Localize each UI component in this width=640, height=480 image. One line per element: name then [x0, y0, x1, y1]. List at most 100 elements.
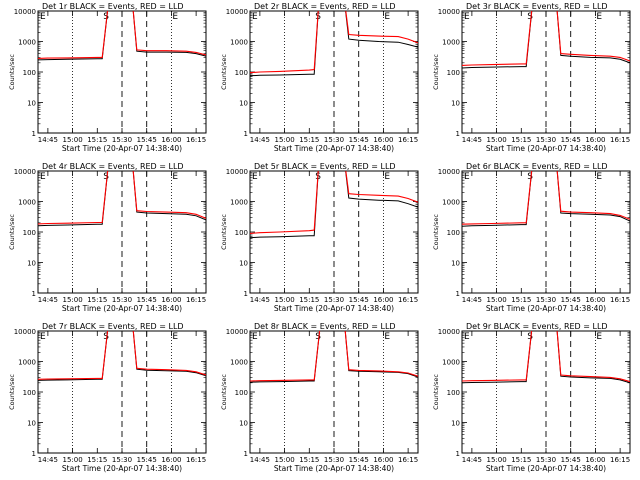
y-tick-label: 1000	[442, 359, 460, 367]
x-axis-label: Start Time (20-Apr-07 14:38:40)	[486, 304, 606, 313]
x-axis-label: Start Time (20-Apr-07 14:38:40)	[274, 144, 394, 153]
y-tick-label: 100	[23, 69, 36, 77]
x-tick-label: 15:30	[112, 136, 132, 144]
phase-marker: E	[40, 12, 46, 22]
y-tick-label: 1000	[230, 359, 248, 367]
x-tick-label: 15:45	[137, 456, 157, 464]
x-tick-label: 16:15	[398, 456, 418, 464]
detector-panel-4: Det 4r BLACK = Events, RED = LLD 1 10 100 10…	[8, 162, 207, 313]
y-tick-label: 10	[239, 100, 248, 108]
x-tick-label: 15:00	[486, 136, 506, 144]
detector-panel-2: Det 2r BLACK = Events, RED = LLD 1 10 100 10…	[220, 2, 419, 153]
y-tick-label: 10000	[14, 328, 36, 336]
phase-marker: S	[527, 172, 533, 182]
y-tick-label: 10000	[438, 328, 460, 336]
y-tick-label: 100	[235, 389, 248, 397]
x-tick-label: 15:15	[87, 296, 107, 304]
y-tick-label: 1	[456, 290, 460, 298]
lld-series-line	[250, 11, 418, 74]
y-tick-label: 10000	[226, 328, 248, 336]
lld-series-line	[462, 331, 630, 383]
x-tick-label: 14:45	[250, 296, 270, 304]
events-series-line	[462, 11, 630, 69]
y-axis-label: Counts/sec	[220, 54, 228, 90]
x-tick-label: 16:00	[161, 456, 181, 464]
x-tick-label: 15:00	[274, 456, 294, 464]
y-tick-label: 1	[32, 450, 36, 458]
phase-marker: S	[103, 172, 109, 182]
phase-marker: E	[464, 12, 470, 22]
x-tick-label: 15:45	[137, 296, 157, 304]
x-tick-label: 16:00	[585, 296, 605, 304]
panel-title: Det 5r BLACK = Events, RED = LLD	[254, 162, 396, 171]
phase-marker: S	[315, 332, 321, 342]
x-tick-label: 16:00	[585, 136, 605, 144]
phase-marker: S	[103, 12, 109, 22]
phase-marker: E	[172, 12, 178, 22]
x-tick-label: 14:45	[38, 456, 58, 464]
events-series-line	[38, 171, 206, 227]
x-tick-label: 15:15	[299, 296, 319, 304]
y-tick-label: 1	[456, 130, 460, 138]
events-series-line	[250, 11, 418, 77]
x-tick-label: 16:15	[610, 296, 630, 304]
x-tick-label: 15:15	[511, 296, 531, 304]
lld-series-line	[38, 331, 206, 380]
x-tick-label: 15:30	[324, 456, 344, 464]
y-axis-label: Counts/sec	[220, 214, 228, 250]
y-tick-label: 100	[447, 229, 460, 237]
detector-panel-5: Det 5r BLACK = Events, RED = LLD 1 10 100 10…	[220, 162, 419, 313]
panel-title: Det 3r BLACK = Events, RED = LLD	[466, 2, 608, 11]
y-tick-label: 1000	[18, 39, 36, 47]
y-axis-label: Counts/sec	[432, 214, 440, 250]
panel-title: Det 8r BLACK = Events, RED = LLD	[254, 322, 396, 331]
y-tick-label: 100	[447, 389, 460, 397]
x-tick-label: 15:30	[112, 296, 132, 304]
x-tick-label: 15:15	[511, 136, 531, 144]
detector-panel-6: Det 6r BLACK = Events, RED = LLD 1 10 100 10…	[432, 162, 631, 313]
x-tick-label: 16:15	[186, 456, 206, 464]
x-tick-label: 16:00	[585, 456, 605, 464]
phase-marker: E	[464, 332, 470, 342]
x-tick-label: 15:30	[536, 296, 556, 304]
events-series-line	[462, 331, 630, 384]
x-axis-label: Start Time (20-Apr-07 14:38:40)	[274, 464, 394, 473]
x-tick-label: 16:15	[610, 136, 630, 144]
x-tick-label: 16:00	[161, 136, 181, 144]
lld-series-line	[38, 11, 206, 59]
x-axis-label: Start Time (20-Apr-07 14:38:40)	[62, 304, 182, 313]
y-axis-label: Counts/sec	[8, 54, 16, 90]
events-series-line	[38, 331, 206, 381]
y-tick-label: 1	[244, 450, 248, 458]
y-tick-label: 1	[244, 130, 248, 138]
y-axis-label: Counts/sec	[432, 374, 440, 410]
panel-title: Det 9r BLACK = Events, RED = LLD	[466, 322, 608, 331]
phase-marker: E	[40, 332, 46, 342]
x-tick-label: 15:00	[486, 296, 506, 304]
x-tick-label: 15:15	[511, 456, 531, 464]
y-axis-label: Counts/sec	[220, 374, 228, 410]
phase-marker: E	[252, 332, 258, 342]
x-tick-label: 15:30	[112, 456, 132, 464]
y-tick-label: 100	[447, 69, 460, 77]
y-tick-label: 100	[235, 229, 248, 237]
y-tick-label: 1000	[230, 199, 248, 207]
x-axis-label: Start Time (20-Apr-07 14:38:40)	[62, 464, 182, 473]
x-tick-label: 16:15	[398, 136, 418, 144]
x-tick-label: 15:00	[62, 456, 82, 464]
lld-series-line	[250, 171, 418, 234]
x-tick-label: 15:45	[561, 456, 581, 464]
events-series-line	[250, 331, 418, 383]
x-tick-label: 15:45	[349, 296, 369, 304]
phase-marker: E	[384, 332, 390, 342]
x-tick-label: 14:45	[462, 136, 482, 144]
panel-title: Det 7r BLACK = Events, RED = LLD	[42, 322, 184, 331]
panel-title: Det 6r BLACK = Events, RED = LLD	[466, 162, 608, 171]
x-tick-label: 15:00	[274, 296, 294, 304]
phase-marker: E	[596, 12, 602, 22]
x-axis-label: Start Time (20-Apr-07 14:38:40)	[274, 304, 394, 313]
phase-marker: S	[527, 332, 533, 342]
x-tick-label: 15:45	[561, 296, 581, 304]
x-tick-label: 15:15	[87, 136, 107, 144]
